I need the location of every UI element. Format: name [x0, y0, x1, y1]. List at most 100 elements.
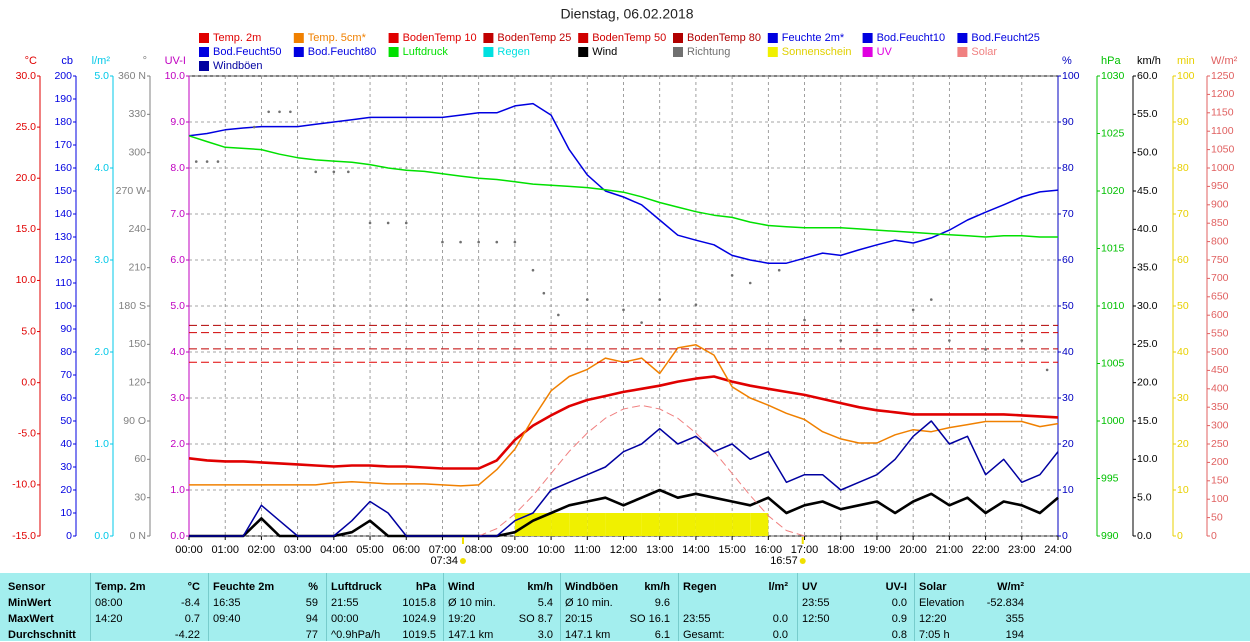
y-tick-label: 150: [54, 185, 72, 197]
y-tick-label: 450: [1211, 364, 1229, 376]
legend-swatch: [199, 33, 209, 43]
y-tick-label: 90: [60, 323, 72, 335]
y-tick-label: 0.0: [21, 376, 36, 388]
y-tick-label: 240: [128, 223, 146, 235]
y-tick-label: 30: [1062, 392, 1074, 404]
direction-dot: [441, 240, 444, 244]
y-tick-label: 1150: [1211, 107, 1234, 119]
y-tick-label: 50: [1211, 511, 1223, 523]
cell-value: 5.4: [537, 597, 553, 609]
header-cell: Solar: [919, 581, 947, 593]
direction-dot: [1020, 339, 1024, 342]
y-tick-label: 90 O: [123, 415, 146, 427]
x-tick-label: 02:00: [248, 544, 276, 556]
sunshine-bar: [677, 513, 696, 536]
y-tick-label: 500: [1211, 346, 1229, 358]
direction-dot: [289, 110, 292, 114]
cell-time: 21:55: [331, 597, 359, 609]
direction-dot: [948, 339, 951, 342]
y-tick-label: 600: [1211, 309, 1229, 321]
header-unit: l/m²: [768, 581, 788, 593]
x-tick-label: 21:00: [936, 544, 964, 556]
cell-value: 1019.5: [402, 629, 436, 641]
cell-value: 1015.8: [402, 597, 436, 609]
y-tick-label: 270 W: [116, 185, 146, 197]
y-tick-label: 0: [1177, 530, 1183, 542]
y-tick-label: 2.0: [170, 438, 185, 450]
direction-dot: [267, 110, 270, 114]
cell-value: 1024.9: [402, 613, 436, 625]
cell-time: 147.1 km: [448, 629, 494, 641]
cell-time: 08:00: [95, 597, 123, 609]
legend-label: Temp. 5cm*: [308, 32, 367, 44]
axis-title: W/m²: [1211, 55, 1238, 67]
direction-dot: [332, 170, 336, 174]
cell-value: 0.0: [772, 629, 788, 641]
y-tick-label: 0: [1062, 530, 1068, 542]
direction-dot: [404, 221, 408, 225]
direction-dot: [658, 298, 662, 301]
y-tick-label: 20: [1062, 438, 1074, 450]
y-tick-label: 330: [128, 108, 146, 120]
y-tick-label: 650: [1211, 291, 1229, 303]
legend-swatch: [293, 47, 304, 57]
y-tick-label: 10.0: [16, 274, 37, 286]
sun-event-marker: [799, 558, 806, 564]
y-tick-label: 30: [134, 491, 146, 503]
x-tick-label: 04:00: [320, 544, 348, 556]
cell-value: 3.0: [537, 629, 553, 641]
x-tick-label: 09:00: [501, 544, 529, 556]
y-tick-label: 1200: [1211, 88, 1235, 100]
y-tick-label: 210: [128, 261, 146, 273]
sunshine-bar: [569, 513, 588, 536]
cell-value: 194: [1005, 629, 1024, 641]
cell-time: 16:35: [213, 597, 241, 609]
direction-dot: [205, 160, 209, 163]
cell-time: 20:15: [565, 613, 593, 625]
x-tick-label: 16:00: [755, 544, 783, 556]
y-tick-label: 0.0: [94, 530, 109, 542]
cell-value: 9.6: [654, 597, 670, 609]
header-unit: UV-I: [885, 581, 907, 593]
y-tick-label: 20.0: [16, 172, 37, 184]
column-separator: [443, 573, 444, 641]
y-tick-label: 20: [60, 484, 72, 496]
header-cell: Wind: [448, 581, 475, 593]
sunshine-bar: [641, 513, 660, 536]
column-separator: [326, 573, 327, 641]
x-tick-label: 24:00: [1044, 544, 1072, 556]
direction-dot: [839, 339, 843, 342]
direction-dot: [216, 160, 220, 163]
cell-value: -52.834: [986, 597, 1024, 609]
cell-time: 19:20: [448, 613, 476, 625]
cell-value: 59: [305, 597, 318, 609]
y-tick-label: 800: [1211, 235, 1229, 247]
chart-title: Dienstag, 06.02.2018: [560, 6, 693, 22]
direction-dot: [459, 240, 462, 244]
cell-time: Gesamt:: [683, 629, 725, 641]
y-tick-label: 180 S: [119, 300, 146, 312]
cell-value: 77: [305, 629, 318, 641]
cell-value: -4.22: [174, 629, 200, 641]
y-tick-label: 50: [1177, 300, 1189, 312]
legend-label: Solar: [971, 46, 997, 58]
legend-swatch: [862, 33, 873, 43]
direction-dot: [730, 274, 734, 277]
legend-swatch: [388, 33, 399, 43]
y-tick-label: 1000: [1211, 162, 1235, 174]
x-tick-label: 10:00: [537, 544, 565, 556]
header-unit: W/m²: [997, 581, 1024, 593]
header-cell: Windböen: [565, 581, 619, 593]
cell-value: 0.9: [891, 613, 907, 625]
summary-table: Sensor Temp. 2m °C Feuchte 2m% Luftdruck hPa W…: [0, 573, 1250, 641]
y-tick-label: 4.0: [170, 346, 185, 358]
y-tick-label: 150: [1211, 475, 1229, 487]
sunshine-bar: [750, 513, 769, 536]
y-tick-label: 1020: [1101, 185, 1125, 197]
header-cell: Feuchte 2m: [213, 581, 275, 593]
direction-dot: [278, 110, 281, 114]
y-tick-label: 180: [54, 116, 72, 128]
y-tick-label: 10: [60, 507, 72, 519]
y-tick-label: 2.0: [94, 346, 109, 358]
